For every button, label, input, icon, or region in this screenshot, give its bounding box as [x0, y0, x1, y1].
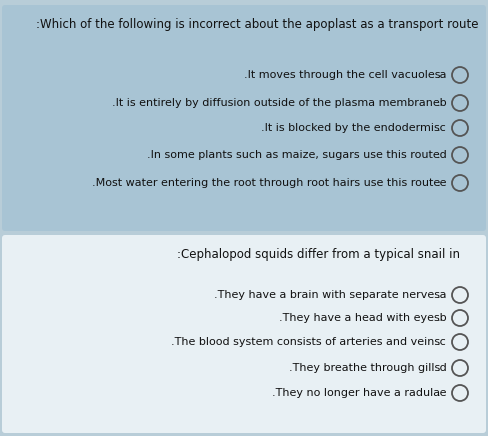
Text: .It is blocked by the endodermis: .It is blocked by the endodermis [261, 123, 439, 133]
Text: .c: .c [436, 123, 446, 133]
Text: .e: .e [436, 178, 446, 188]
Text: .They no longer have a radula: .They no longer have a radula [271, 388, 439, 398]
Text: :Cephalopod squids differ from a typical snail in: :Cephalopod squids differ from a typical… [177, 248, 459, 261]
Text: .They have a brain with separate nerves: .They have a brain with separate nerves [214, 290, 439, 300]
Text: .b: .b [435, 313, 446, 323]
FancyBboxPatch shape [2, 5, 485, 231]
Text: .They breathe through gills: .They breathe through gills [288, 363, 439, 373]
Text: .a: .a [436, 290, 446, 300]
Text: .e: .e [436, 388, 446, 398]
Text: .They have a head with eyes: .They have a head with eyes [279, 313, 439, 323]
Text: .b: .b [435, 98, 446, 108]
Text: .It moves through the cell vacuoles: .It moves through the cell vacuoles [243, 70, 439, 80]
Text: .c: .c [436, 337, 446, 347]
Text: .It is entirely by diffusion outside of the plasma membrane: .It is entirely by diffusion outside of … [112, 98, 439, 108]
Text: .d: .d [435, 363, 446, 373]
Text: .Most water entering the root through root hairs use this route: .Most water entering the root through ro… [92, 178, 439, 188]
Text: .a: .a [436, 70, 446, 80]
Text: :Which of the following is incorrect about the apoplast as a transport route: :Which of the following is incorrect abo… [36, 18, 477, 31]
Text: .The blood system consists of arteries and veins: .The blood system consists of arteries a… [170, 337, 439, 347]
Text: .d: .d [435, 150, 446, 160]
FancyBboxPatch shape [2, 235, 485, 433]
Text: .In some plants such as maize, sugars use this route: .In some plants such as maize, sugars us… [147, 150, 439, 160]
